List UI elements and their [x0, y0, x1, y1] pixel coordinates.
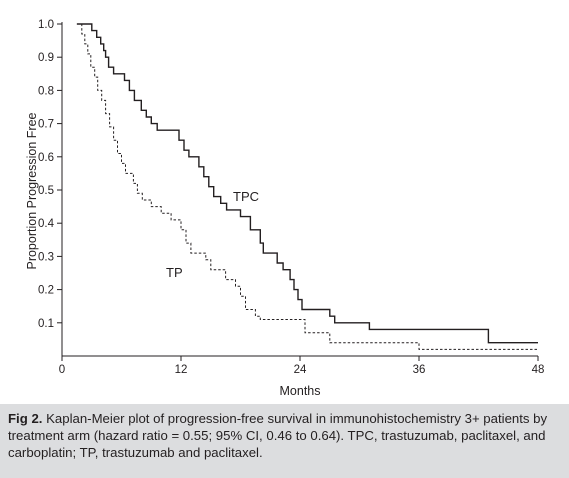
x-axis-title: Months	[280, 384, 321, 398]
y-tick-label: 0.3	[38, 251, 54, 263]
y-tick-label: 0.6	[38, 152, 54, 164]
y-tick-label: 1.0	[38, 19, 54, 31]
kaplan-meier-plot: 0.1 0.2 0.3 0.4 0.5 0.6 0.7 0.8 0.9 1.0 0 12 24 36 48…	[25, 19, 545, 398]
caption-text: Kaplan-Meier plot of progression-free su…	[8, 411, 548, 460]
y-tick-label: 0.4	[38, 218, 55, 230]
figure-caption: Fig 2. Kaplan-Meier plot of progression-…	[0, 404, 569, 478]
y-tick-label: 0.2	[38, 285, 54, 297]
y-tick-label: 0.8	[38, 85, 54, 97]
caption-label: Fig 2.	[8, 411, 43, 426]
y-tick-label: 0.1	[38, 318, 54, 330]
series-lines	[76, 23, 538, 350]
y-ticks: 0.1 0.2 0.3 0.4 0.5 0.6 0.7 0.8 0.9 1.0	[38, 19, 62, 330]
x-tick-label: 12	[175, 364, 188, 376]
x-tick-label: 48	[532, 364, 545, 376]
x-tick-label: 24	[294, 364, 307, 376]
y-tick-label: 0.5	[38, 185, 54, 197]
series-line-tpc	[76, 23, 538, 344]
y-axis-title: Proportion Progression Free	[25, 112, 39, 269]
x-ticks: 0 12 24 36 48	[59, 356, 545, 376]
x-tick-label: 0	[59, 364, 65, 376]
y-tick-label: 0.7	[38, 119, 54, 131]
series-label-tp: TP	[166, 265, 183, 280]
y-tick-label: 0.9	[38, 52, 54, 64]
x-tick-label: 36	[413, 364, 426, 376]
series-line-tp	[76, 23, 538, 350]
series-label-tpc: TPC	[233, 189, 259, 204]
